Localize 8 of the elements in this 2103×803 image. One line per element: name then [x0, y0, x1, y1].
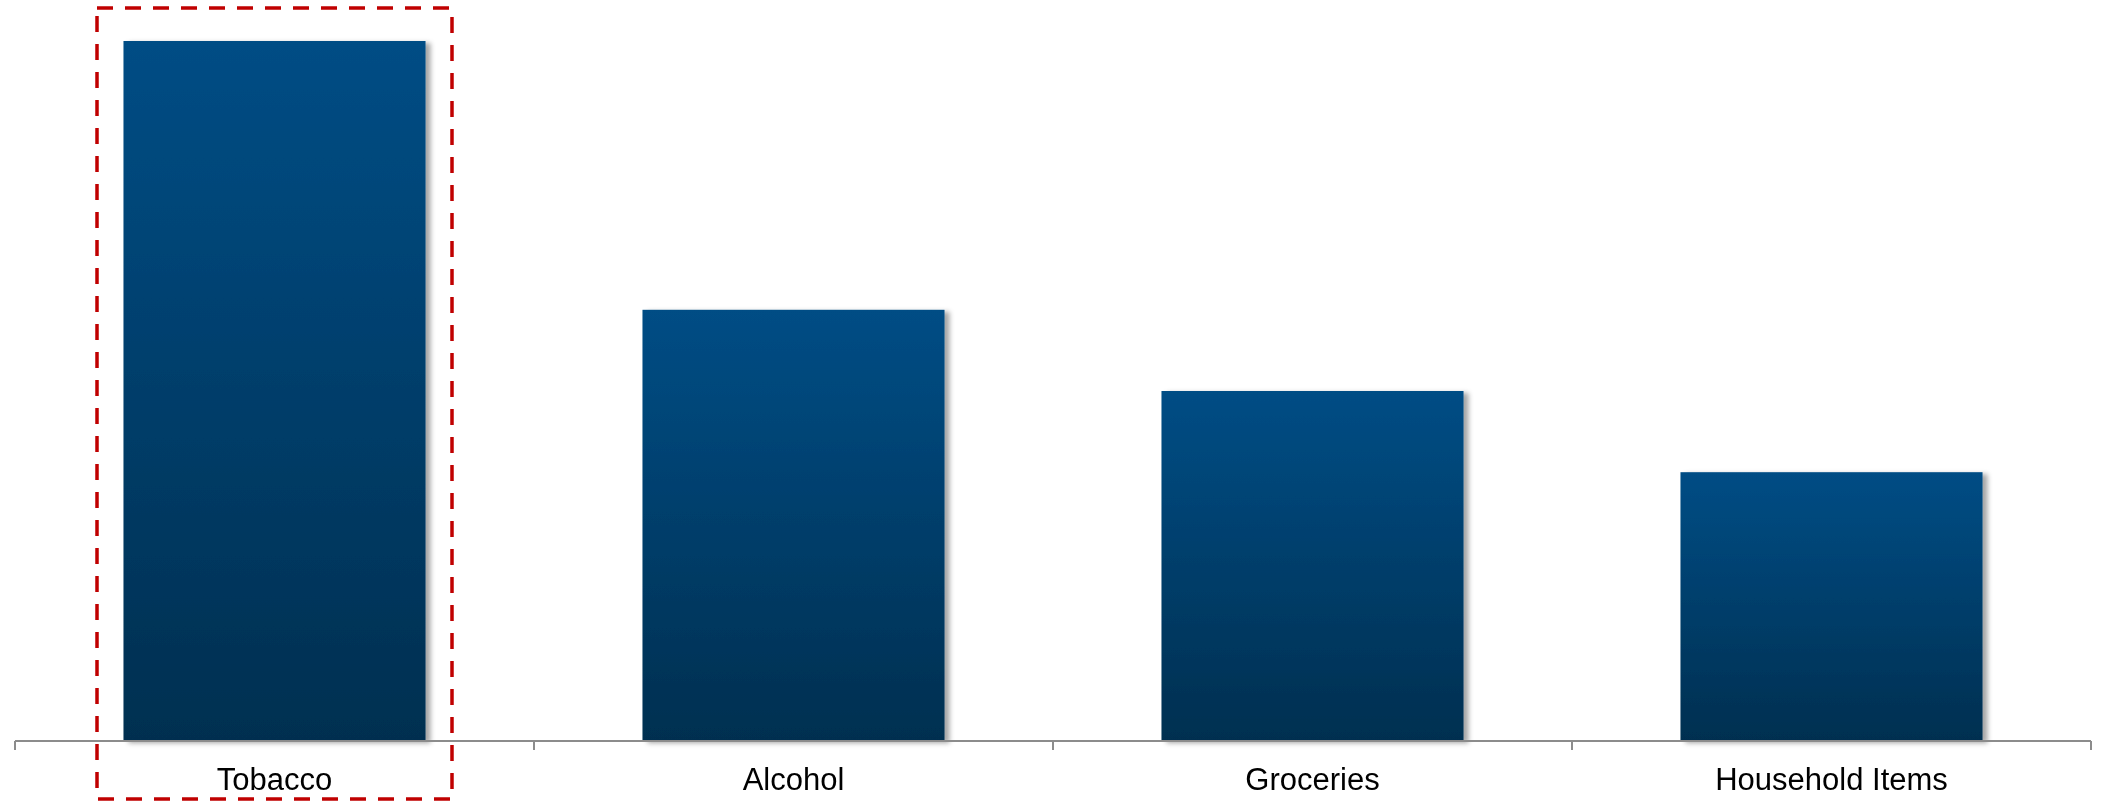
- bar: [642, 309, 945, 741]
- x-tick-label: Alcohol: [742, 762, 845, 797]
- x-tick-label: Tobacco: [216, 762, 333, 797]
- bar: [1161, 391, 1464, 741]
- bar: [1680, 472, 1983, 741]
- x-tick-label: Groceries: [1245, 762, 1380, 797]
- bar: [123, 41, 426, 741]
- x-tick-label: Household Items: [1715, 762, 1948, 797]
